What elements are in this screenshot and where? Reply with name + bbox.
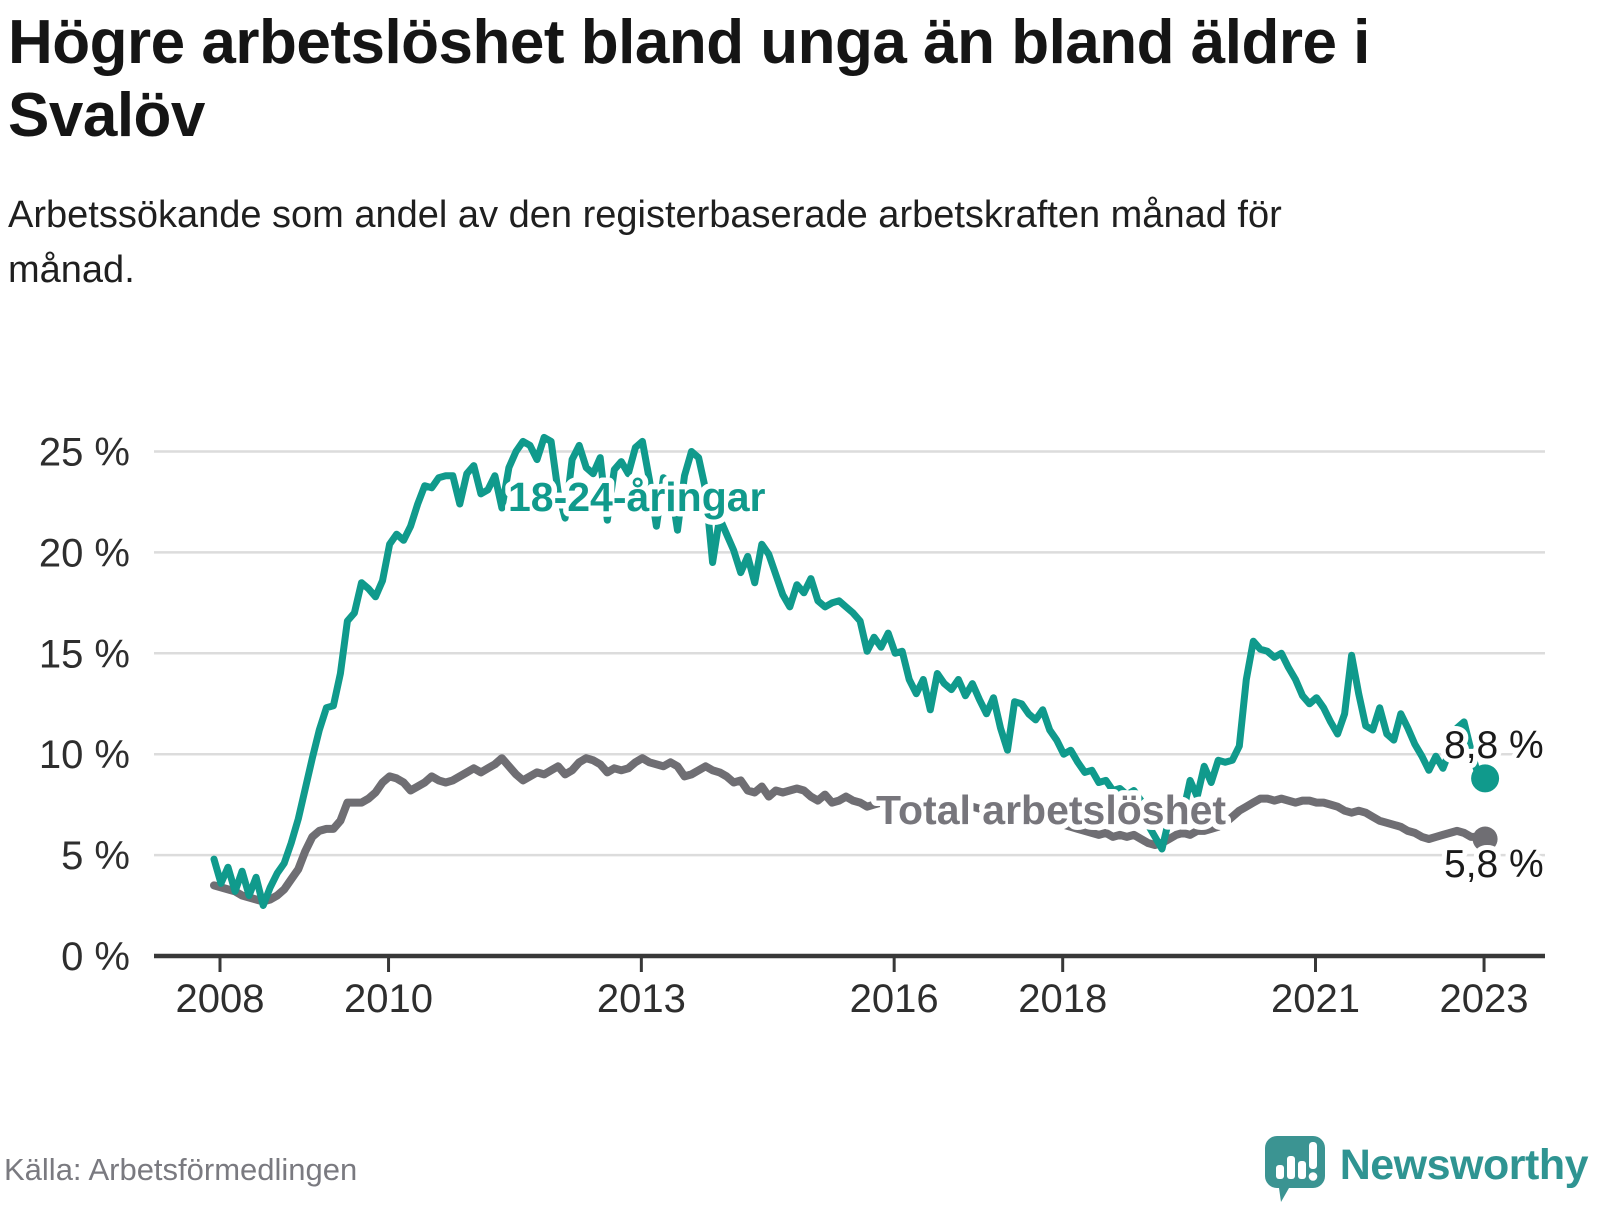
y-axis-label-25: 25 % [39, 431, 130, 475]
newsworthy-logo-icon [1264, 1136, 1325, 1202]
x-axis-label-2008: 2008 [176, 977, 265, 1021]
chart-subtitle: Arbetssökande som andel av den registerb… [8, 194, 1282, 292]
x-axis-label-2018: 2018 [1018, 977, 1107, 1021]
x-axis-label-2016: 2016 [850, 977, 939, 1021]
y-axis-label-20: 20 % [39, 531, 130, 575]
x-axis-label-2021: 2021 [1271, 977, 1360, 1021]
series-label-total: Total arbetslöshet [876, 787, 1226, 833]
series-label-youth: 18-24-åringar [508, 474, 766, 520]
series-end-dot-total [1472, 826, 1498, 852]
x-axis-label-2013: 2013 [597, 977, 686, 1021]
newsworthy-logo: Newsworthy [1264, 1128, 1589, 1208]
series-end-dot-youth [1471, 764, 1500, 793]
end-value-label-youth: 8,8 % [1444, 724, 1544, 767]
series-line-total [210, 754, 1490, 906]
x-axis-label-2023: 2023 [1440, 977, 1529, 1021]
y-axis-label-0: 0 % [61, 935, 130, 979]
y-axis-label-10: 10 % [39, 733, 130, 777]
y-axis-label-5: 5 % [61, 834, 130, 878]
y-axis-label-15: 15 % [39, 632, 130, 676]
x-axis-label-2010: 2010 [344, 977, 433, 1021]
newsworthy-logo-text: Newsworthy [1339, 1140, 1589, 1189]
page-title: Högre arbetslöshet bland unga än bland ä… [8, 8, 1370, 151]
source-note: Källa: Arbetsförmedlingen [4, 1152, 358, 1187]
end-value-label-total: 5,8 % [1444, 843, 1544, 886]
series-line-youth [210, 433, 1489, 909]
